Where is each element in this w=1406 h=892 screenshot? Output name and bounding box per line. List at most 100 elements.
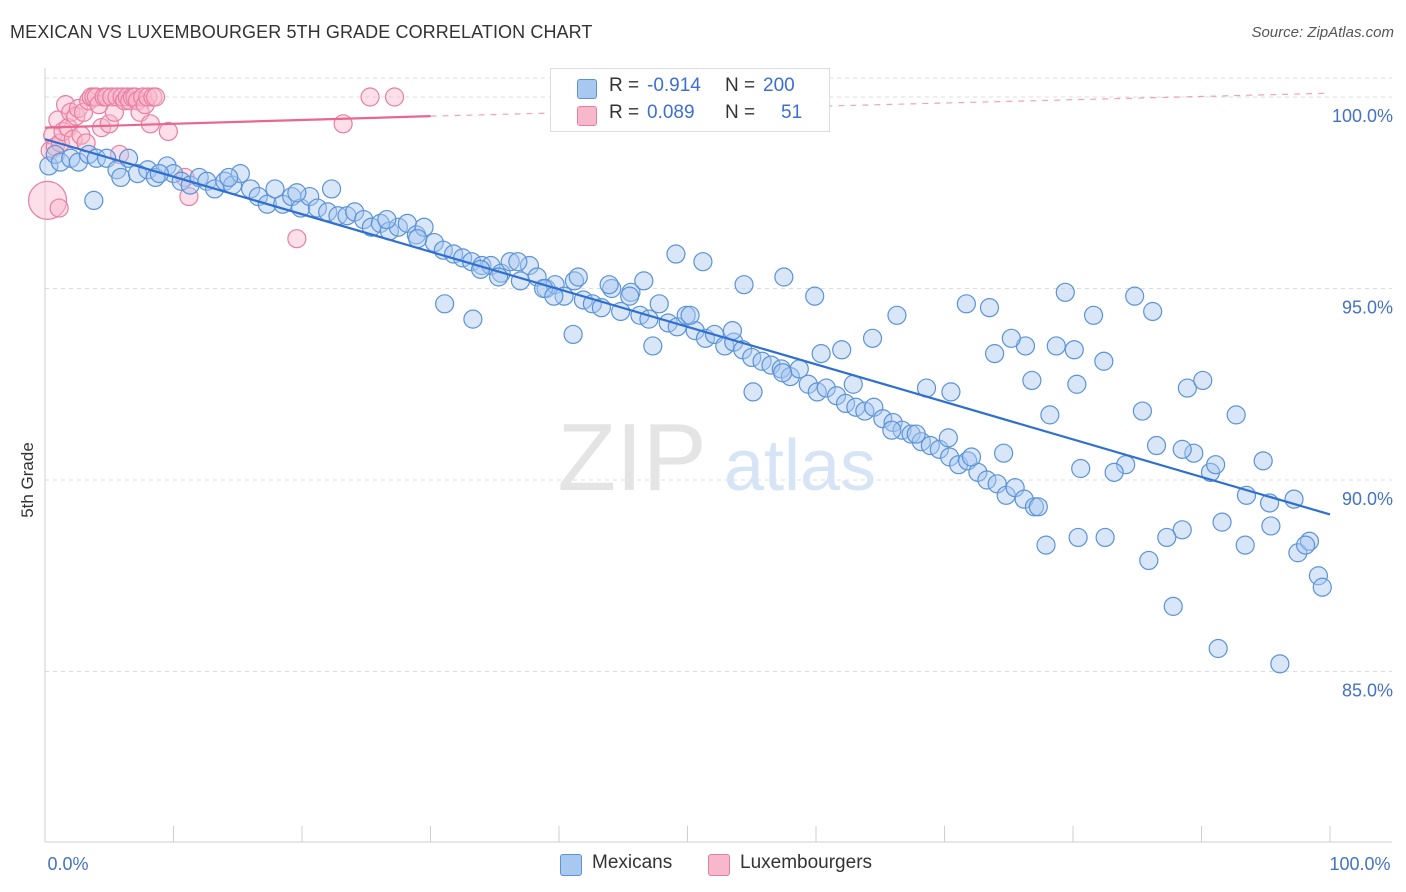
mexican-point	[620, 286, 640, 306]
mexican-point	[901, 424, 921, 444]
mexican-point	[1184, 443, 1204, 463]
axes	[44, 68, 1392, 843]
mexican-point	[265, 179, 285, 199]
mexican-point	[977, 470, 997, 490]
mexican-point	[1288, 543, 1308, 563]
mexican-point	[742, 347, 762, 368]
x-tick-label-max: 100.0%	[1329, 854, 1390, 874]
mexican-point	[906, 424, 926, 444]
mexican-point	[1270, 654, 1290, 674]
y-tick-label: 85.0%	[1342, 681, 1393, 701]
mexican-point	[230, 164, 250, 184]
luxembourger-point	[99, 114, 119, 134]
luxembourger-point	[135, 95, 155, 115]
mexican-point	[1068, 527, 1088, 548]
legend-n-value: 51	[781, 102, 803, 123]
luxembourger-point	[138, 87, 158, 107]
mexican-point	[994, 443, 1014, 463]
legend-n-label: N =	[725, 75, 756, 96]
mexican-point	[241, 179, 261, 199]
mexican-point	[321, 179, 342, 199]
mexican-point	[693, 252, 713, 272]
mexican-point	[1253, 451, 1273, 471]
mexican-point	[1001, 328, 1021, 348]
mexican-point	[1172, 439, 1192, 459]
mexican-point	[774, 267, 794, 287]
y-tick-labels: 85.0% 90.0% 95.0% 100.0%	[1332, 106, 1393, 701]
mexican-point	[835, 393, 856, 413]
mexican-point	[111, 167, 131, 188]
mexican-point	[761, 355, 781, 375]
mexican-point	[961, 447, 982, 467]
series-label-mexicans: Mexicans	[592, 852, 673, 873]
mexican-point	[938, 428, 958, 448]
correlation-legend: R = -0.914 N = 200 R = 0.089 N = 51	[550, 68, 830, 132]
mexican-point	[1125, 286, 1145, 306]
mexican-point	[941, 382, 961, 402]
mexican-point	[1067, 374, 1087, 394]
luxembourger-point	[86, 87, 107, 107]
mexican-point	[127, 164, 148, 184]
mexican-point	[1095, 527, 1115, 548]
mexican-point	[666, 244, 686, 264]
luxembourgers-points	[27, 87, 405, 249]
luxembourger-point	[158, 121, 178, 142]
mexican-point	[1139, 550, 1159, 571]
mexican-point	[599, 275, 619, 295]
legend-n-value: 200	[763, 75, 795, 96]
mexican-point	[1163, 596, 1183, 616]
legend-row-mexicans: R = -0.914 N = 200	[551, 75, 829, 101]
luxembourger-point	[68, 98, 89, 119]
series-label-luxembourgers: Luxembourgers	[740, 852, 873, 873]
mexican-point	[1046, 336, 1066, 356]
legend-r-label: R =	[609, 75, 640, 96]
legend-swatch-mexicans	[577, 79, 597, 99]
mexicans-trend-line	[44, 138, 1331, 516]
mexican-point	[1064, 340, 1084, 360]
legend-swatch-luxembourgers	[577, 106, 597, 126]
y-tick-label: 90.0%	[1342, 489, 1393, 509]
mexican-point	[1172, 520, 1192, 540]
mexican-point	[568, 267, 588, 287]
legend-n-label: N =	[725, 102, 756, 123]
watermark: ZIP atlas	[557, 404, 876, 511]
source-label: Source: ZipAtlas.com	[1251, 24, 1394, 41]
mexican-point	[1146, 435, 1167, 456]
y-tick-label: 100.0%	[1332, 106, 1393, 126]
mexican-point	[1022, 370, 1042, 391]
legend-r-label: R =	[609, 102, 640, 123]
mexican-point	[1104, 462, 1124, 482]
mexican-point	[39, 156, 59, 176]
mexican-point	[1193, 370, 1213, 391]
mexican-point	[680, 305, 700, 325]
luxembourger-point	[384, 87, 405, 107]
luxembourger-point	[97, 87, 117, 107]
mexican-point	[1226, 405, 1246, 425]
luxembourger-point	[73, 102, 94, 122]
mexican-point	[1143, 301, 1163, 322]
luxembourger-point	[145, 87, 166, 107]
luxembourger-point	[27, 180, 68, 221]
legend-r-value: 0.089	[647, 102, 695, 123]
mexican-point	[811, 344, 831, 364]
mexican-point	[1036, 535, 1056, 555]
watermark-zip: ZIP	[557, 404, 706, 511]
luxembourger-point	[360, 87, 380, 107]
mexican-point	[1177, 378, 1197, 398]
mexican-point	[300, 186, 320, 207]
mexican-point	[1055, 282, 1075, 302]
chart-title: MEXICAN VS LUXEMBOURGER 5TH GRADE CORREL…	[10, 22, 593, 42]
mexican-point	[307, 198, 328, 218]
mexican-point	[887, 305, 907, 325]
legend-row-luxembourgers: R = 0.089 N = 51	[551, 102, 829, 128]
mexican-point	[1083, 305, 1104, 325]
luxembourger-point	[287, 229, 307, 249]
mexican-point	[435, 294, 455, 314]
mexican-point	[519, 255, 540, 276]
mexican-point	[643, 336, 663, 356]
mexican-point	[805, 286, 825, 306]
mexican-point	[219, 167, 239, 188]
mexican-point	[1040, 405, 1060, 425]
mexican-point	[1299, 531, 1320, 551]
